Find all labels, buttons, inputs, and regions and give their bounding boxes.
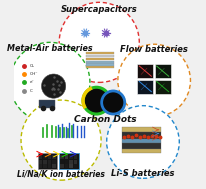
Bar [52,155,56,159]
Circle shape [83,87,110,114]
Bar [39,155,42,159]
Text: Metal-Air batteries: Metal-Air batteries [7,44,93,53]
Bar [38,153,57,169]
Bar [69,155,73,159]
Bar [155,64,171,78]
Bar [60,155,64,159]
Circle shape [59,2,139,82]
Bar [86,58,114,60]
Bar [74,160,77,164]
Bar [60,160,64,164]
Bar [60,164,64,168]
Text: Flow batteries: Flow batteries [120,45,188,54]
Text: C: C [29,89,32,93]
Bar [65,155,68,159]
Bar [69,160,73,164]
Bar [39,100,55,108]
Bar [65,160,68,164]
Bar [39,160,42,164]
Bar [86,63,114,66]
Text: Li/Na/K ion batteries: Li/Na/K ion batteries [17,169,105,178]
Bar [86,55,114,57]
Bar [43,164,47,168]
Bar [122,139,161,143]
Bar [48,160,51,164]
Bar [137,80,153,94]
Bar [65,164,68,168]
Bar [43,155,47,159]
Text: Li-S batteries: Li-S batteries [111,169,175,178]
Text: OH⁻: OH⁻ [29,72,38,76]
Bar [86,61,114,63]
Bar [122,127,161,132]
Bar [39,164,42,168]
Circle shape [102,91,125,114]
Bar [69,164,73,168]
Bar [48,155,51,159]
Bar [122,132,161,139]
Bar [52,160,56,164]
Text: Carbon Dots: Carbon Dots [74,115,136,124]
Bar [48,164,51,168]
Bar [74,164,77,168]
Circle shape [107,106,179,178]
Circle shape [42,74,66,98]
Bar [86,52,114,54]
Bar [122,143,161,149]
Text: O₂: O₂ [29,64,34,68]
Text: Supercapacitors: Supercapacitors [61,5,138,14]
Bar [52,164,56,168]
Bar [137,64,153,78]
Circle shape [21,100,101,180]
Circle shape [10,42,90,122]
Bar [155,80,171,94]
Bar [43,160,47,164]
Bar [74,155,77,159]
Text: e⁻: e⁻ [29,80,34,84]
Bar [59,153,79,169]
Bar [86,66,114,68]
Circle shape [118,44,191,117]
Bar [122,149,161,153]
